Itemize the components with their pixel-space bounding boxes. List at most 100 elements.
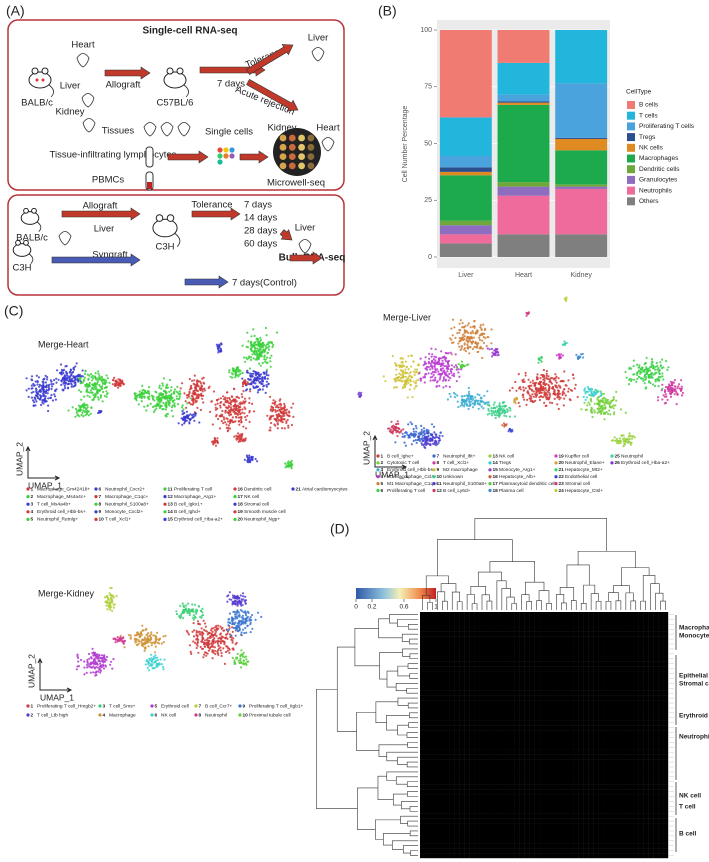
cell-point xyxy=(69,375,72,378)
legend-label: Neutrophil_S100a8+ xyxy=(443,481,487,487)
legend-swatch xyxy=(627,197,635,206)
heatmap-cell xyxy=(653,616,659,623)
cell-point xyxy=(255,379,258,382)
cell-point xyxy=(395,376,398,379)
cell-point xyxy=(166,397,169,400)
heatmap-cell xyxy=(633,612,639,618)
cell-point xyxy=(657,385,660,388)
cell-point xyxy=(200,392,203,395)
cell-point xyxy=(240,434,243,437)
cell-point xyxy=(212,651,215,654)
legend-label: Stromal cell xyxy=(565,481,590,487)
y-tick-label: 75 xyxy=(424,84,432,91)
cell-point xyxy=(526,390,529,393)
heatmap-cell xyxy=(494,631,500,637)
cell-point xyxy=(563,388,566,391)
cell-point xyxy=(261,342,264,345)
cell-point xyxy=(290,467,293,470)
cell-point xyxy=(157,404,160,407)
cell-point xyxy=(452,391,456,395)
cell-point xyxy=(261,376,264,379)
legend-number: 9 xyxy=(437,467,440,473)
cell-point xyxy=(467,386,470,390)
heatmap-cell xyxy=(444,621,450,627)
cell-point xyxy=(194,412,198,415)
cell-point xyxy=(92,397,95,400)
heatmap-cell xyxy=(593,616,599,623)
axis-arrow xyxy=(39,660,70,691)
heatmap-cell xyxy=(429,621,436,627)
cell-point xyxy=(401,373,405,376)
cell-point xyxy=(202,381,205,384)
heatmap-cell xyxy=(454,612,460,618)
cell-point xyxy=(268,345,271,348)
cell-point xyxy=(64,382,67,385)
cell-point xyxy=(394,441,397,444)
heatmap-cell xyxy=(618,631,624,637)
cell-point xyxy=(225,633,228,636)
heatmap-cell xyxy=(420,626,426,632)
heatmap-cell xyxy=(593,612,599,618)
legend-dot xyxy=(610,454,614,458)
heatmap-cell xyxy=(459,626,465,632)
cell-point xyxy=(628,367,631,370)
cell-point xyxy=(153,661,156,664)
cell-point xyxy=(661,398,664,401)
cell-point xyxy=(109,663,112,666)
cell-point xyxy=(250,356,253,359)
cell-point xyxy=(401,435,404,438)
cell-point xyxy=(220,413,224,416)
cell-point xyxy=(487,403,490,406)
cell-point xyxy=(101,382,104,385)
cell-point xyxy=(490,328,493,331)
cell-point xyxy=(450,327,453,330)
microwell-icon xyxy=(288,143,296,151)
heatmap-cell xyxy=(593,651,599,657)
cell-point xyxy=(450,364,454,367)
cell-point xyxy=(94,671,97,674)
heatmap-cell xyxy=(623,636,629,642)
panel-label: (B) xyxy=(378,3,397,19)
legend-number: 15 xyxy=(493,467,499,473)
cell-point xyxy=(255,372,258,375)
legend-number: 1 xyxy=(381,453,384,459)
cell-point xyxy=(240,661,243,665)
cell-point xyxy=(252,410,256,413)
cell-point xyxy=(95,383,98,386)
box-title: Single-cell RNA-seq xyxy=(142,26,237,37)
cell-point xyxy=(60,383,63,386)
cell-point xyxy=(100,666,103,669)
cell-point xyxy=(285,408,288,411)
cell-point xyxy=(91,391,94,394)
heatmap-cell xyxy=(658,621,664,627)
legend-dot xyxy=(610,461,614,465)
legend-label: Erythroid cell_Hba-a2+ xyxy=(174,517,223,523)
cell-point xyxy=(279,406,282,409)
cell-point xyxy=(260,353,263,356)
cell-point xyxy=(101,400,104,403)
cell-point xyxy=(260,615,263,619)
cell-point xyxy=(422,376,425,379)
heatmap-cell xyxy=(494,621,500,627)
cell-point xyxy=(91,387,94,390)
arrow xyxy=(239,150,269,164)
bar-segment xyxy=(439,234,492,244)
cell-point xyxy=(454,353,457,356)
cell-point xyxy=(233,435,236,438)
legend-title: CellType xyxy=(626,89,652,96)
cell-point xyxy=(141,391,144,394)
cell-point xyxy=(141,624,144,627)
cell-point xyxy=(259,338,262,342)
cell-point xyxy=(443,356,446,359)
cell-point xyxy=(189,413,192,416)
cell-point xyxy=(541,373,545,377)
legend-dot xyxy=(488,454,492,458)
cell-point xyxy=(193,393,196,396)
axis-title: UMAP_1 xyxy=(28,480,62,490)
cell-point xyxy=(594,388,597,391)
cell-point xyxy=(403,441,406,444)
cell-point xyxy=(472,331,475,334)
legend-label: Macrophages xyxy=(639,155,679,162)
cell-point xyxy=(200,631,203,634)
